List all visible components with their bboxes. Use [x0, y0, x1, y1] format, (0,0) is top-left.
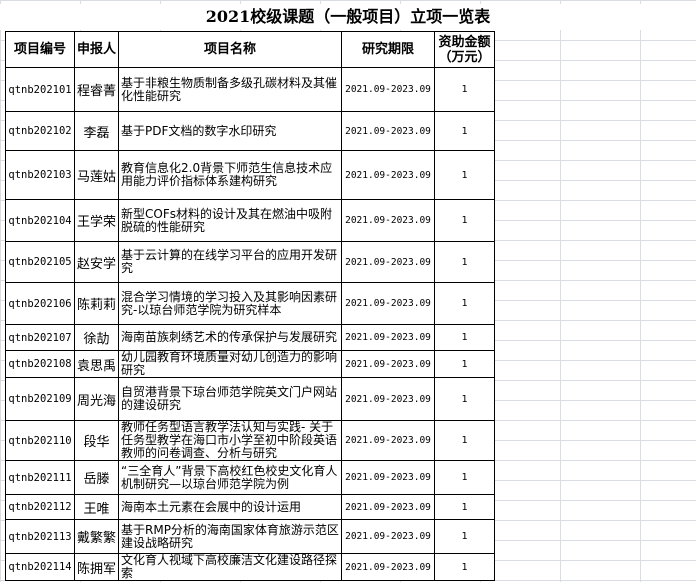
cell-applicant: 王学荣	[74, 199, 119, 242]
cell-id: qtnb202110	[5, 420, 75, 461]
cell-id: qtnb202108	[5, 350, 75, 378]
cell-amount: 1	[434, 377, 495, 421]
cell-applicant: 戴繁繁	[74, 519, 119, 554]
table-row: qtnb202103 马莲姑 教育信息化2.0背景下师范生信息技术应用能力评价指标体…	[5, 150, 495, 200]
project-table: 项目编号 申报人 项目名称 研究期限 资助金额（万元） qtnb202101 程睿…	[5, 31, 495, 581]
cell-period: 2021.09-2023.09	[341, 494, 435, 520]
cell-project: 基于RMP分析的海南国家体育旅游示范区建设战略研究	[118, 519, 342, 554]
cell-applicant: 徐劼	[74, 324, 119, 351]
cell-id: qtnb202107	[5, 324, 75, 351]
cell-id: qtnb202106	[5, 282, 75, 325]
cell-applicant: 岳滕	[74, 460, 119, 495]
cell-project: 教育信息化2.0背景下师范生信息技术应用能力评价指标体系建构研究	[118, 150, 342, 200]
cell-applicant: 陈拥军	[74, 553, 119, 581]
cell-applicant: 马莲姑	[74, 150, 119, 200]
cell-amount: 1	[434, 350, 495, 378]
table-row: qtnb202107 徐劼 海南苗族刺绣艺术的传承保护与发展研究 2021.09-20…	[5, 324, 495, 351]
cell-project: 文化育人视域下高校廉洁文化建设路径探索	[118, 553, 342, 581]
cell-applicant: 王唯	[74, 494, 119, 520]
cell-project: 自贸港背景下琼台师范学院英文门户网站的建设研究	[118, 377, 342, 421]
cell-applicant: 袁思禹	[74, 350, 119, 378]
table-row: qtnb202106 陈莉莉 混合学习情境的学习投入及其影响因素研究-以琼台师范学院…	[5, 282, 495, 325]
table-row: qtnb202114 陈拥军 文化育人视域下高校廉洁文化建设路径探索 2021.09-…	[5, 553, 495, 581]
table-row: qtnb202109 周光海 自贸港背景下琼台师范学院英文门户网站的建设研究 2021…	[5, 377, 495, 421]
cell-period: 2021.09-2023.09	[341, 111, 435, 151]
cell-period: 2021.09-2023.09	[341, 324, 435, 351]
cell-project: 基于云计算的在线学习平台的应用开发研究	[118, 241, 342, 283]
page-title: 2021校级课题（一般项目）立项一览表	[0, 4, 696, 30]
cell-project: 新型COFs材料的设计及其在燃油中吸附脱硫的性能研究	[118, 199, 342, 242]
table-row: qtnb202111 岳滕 “三全育人”背景下高校红色校史文化育人机制研究—以琼台师…	[5, 460, 495, 495]
cell-id: qtnb202101	[5, 67, 75, 112]
cell-amount: 1	[434, 420, 495, 461]
header-project: 项目名称	[118, 31, 342, 68]
cell-period: 2021.09-2023.09	[341, 350, 435, 378]
cell-amount: 1	[434, 460, 495, 495]
cell-id: qtnb202113	[5, 519, 75, 554]
cell-period: 2021.09-2023.09	[341, 553, 435, 581]
cell-amount: 1	[434, 282, 495, 325]
table-row: qtnb202112 王唯 海南本土元素在会展中的设计运用 2021.09-2023.…	[5, 494, 495, 520]
cell-project: 混合学习情境的学习投入及其影响因素研究-以琼台师范学院为研究样本	[118, 282, 342, 325]
cell-amount: 1	[434, 553, 495, 581]
cell-amount: 1	[434, 67, 495, 112]
table-row: qtnb202113 戴繁繁 基于RMP分析的海南国家体育旅游示范区建设战略研究 20…	[5, 519, 495, 554]
table-row: qtnb202102 李磊 基于PDF文档的数字水印研究 2021.09-2023.0…	[5, 111, 495, 151]
table-row: qtnb202105 赵安学 基于云计算的在线学习平台的应用开发研究 2021.09-…	[5, 241, 495, 283]
cell-period: 2021.09-2023.09	[341, 241, 435, 283]
cell-period: 2021.09-2023.09	[341, 199, 435, 242]
cell-amount: 1	[434, 111, 495, 151]
table-row: qtnb202101 程睿菁 基于非粮生物质制备多级孔碳材料及其催化性能研究 2021…	[5, 67, 495, 112]
header-id: 项目编号	[5, 31, 75, 68]
table-row: qtnb202110 段华 教师任务型语言教学法认知与实践- 关于任务型教学在海口市…	[5, 420, 495, 461]
cell-applicant: 程睿菁	[74, 67, 119, 112]
cell-project: “三全育人”背景下高校红色校史文化育人机制研究—以琼台师范学院为例	[118, 460, 342, 495]
cell-amount: 1	[434, 241, 495, 283]
cell-id: qtnb202103	[5, 150, 75, 200]
cell-period: 2021.09-2023.09	[341, 519, 435, 554]
cell-period: 2021.09-2023.09	[341, 282, 435, 325]
cell-amount: 1	[434, 150, 495, 200]
cell-project: 教师任务型语言教学法认知与实践- 关于任务型教学在海口市小学至初中阶段英语教师的…	[118, 420, 342, 461]
header-row: 项目编号 申报人 项目名称 研究期限 资助金额（万元）	[5, 31, 495, 68]
header-applicant: 申报人	[74, 31, 119, 68]
cell-amount: 1	[434, 199, 495, 242]
cell-period: 2021.09-2023.09	[341, 460, 435, 495]
cell-project: 基于PDF文档的数字水印研究	[118, 111, 342, 151]
cell-period: 2021.09-2023.09	[341, 420, 435, 461]
cell-amount: 1	[434, 324, 495, 351]
cell-id: qtnb202104	[5, 199, 75, 242]
cell-id: qtnb202105	[5, 241, 75, 283]
table-row: qtnb202104 王学荣 新型COFs材料的设计及其在燃油中吸附脱硫的性能研究 2…	[5, 199, 495, 242]
cell-amount: 1	[434, 519, 495, 554]
cell-period: 2021.09-2023.09	[341, 67, 435, 112]
cell-amount: 1	[434, 494, 495, 520]
cell-applicant: 赵安学	[74, 241, 119, 283]
cell-id: qtnb202102	[5, 111, 75, 151]
table-row: qtnb202108 袁思禹 幼儿园教育环境质量对幼儿创造力的影响研究 2021.09…	[5, 350, 495, 378]
cell-applicant: 周光海	[74, 377, 119, 421]
header-amount: 资助金额（万元）	[434, 31, 495, 68]
cell-period: 2021.09-2023.09	[341, 150, 435, 200]
cell-id: qtnb202111	[5, 460, 75, 495]
cell-applicant: 段华	[74, 420, 119, 461]
cell-id: qtnb202109	[5, 377, 75, 421]
header-period: 研究期限	[341, 31, 435, 68]
cell-project: 基于非粮生物质制备多级孔碳材料及其催化性能研究	[118, 67, 342, 112]
cell-project: 海南本土元素在会展中的设计运用	[118, 494, 342, 520]
cell-id: qtnb202114	[5, 553, 75, 581]
cell-applicant: 陈莉莉	[74, 282, 119, 325]
cell-id: qtnb202112	[5, 494, 75, 520]
cell-project: 幼儿园教育环境质量对幼儿创造力的影响研究	[118, 350, 342, 378]
cell-project: 海南苗族刺绣艺术的传承保护与发展研究	[118, 324, 342, 351]
cell-period: 2021.09-2023.09	[341, 377, 435, 421]
cell-applicant: 李磊	[74, 111, 119, 151]
